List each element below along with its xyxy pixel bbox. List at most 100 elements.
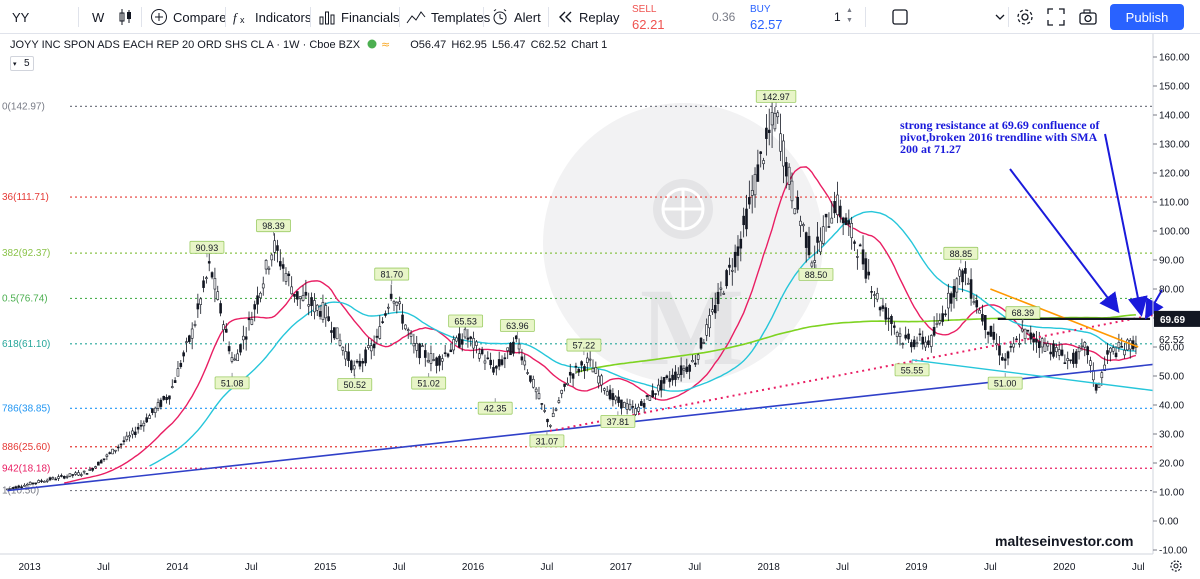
candle-body xyxy=(452,339,455,351)
price-tick-label: 30.00 xyxy=(1159,430,1184,441)
candle-body xyxy=(105,454,109,457)
axis-settings-icon xyxy=(1170,560,1182,572)
financials-button[interactable]: Financials xyxy=(318,0,400,34)
candle-body xyxy=(1020,328,1024,332)
candle-body xyxy=(1072,352,1075,364)
candle-body xyxy=(25,483,29,486)
symbol-description[interactable]: JOYY INC SPON ADS EACH REP 20 ORD SHS CL… xyxy=(10,39,361,51)
quantity-stepper[interactable]: ▲ ▼ xyxy=(846,7,853,24)
candle-body xyxy=(1049,351,1052,355)
candle-body xyxy=(242,335,245,341)
legend-status-icons: ≈ xyxy=(367,38,397,53)
snapshot-button[interactable] xyxy=(1078,0,1098,34)
candle-body xyxy=(1009,346,1013,348)
candle-body xyxy=(1114,352,1118,358)
candle-body xyxy=(793,208,797,215)
candle-body xyxy=(543,410,546,412)
buy-button[interactable]: BUY 62.57 xyxy=(746,2,816,32)
candle-body xyxy=(659,380,663,391)
candle-body xyxy=(1097,384,1101,388)
indicator-collapse-toggle[interactable]: ▾ 5 xyxy=(10,56,34,71)
annotation-arrow xyxy=(1009,168,1120,314)
candle-body xyxy=(787,166,791,185)
candle-body xyxy=(861,249,865,265)
candle-body xyxy=(728,264,731,268)
candle-body xyxy=(60,475,63,477)
candle-body xyxy=(321,302,325,320)
candle-body xyxy=(372,343,376,349)
layout-button[interactable] xyxy=(891,0,909,34)
candle-body xyxy=(1111,347,1115,352)
quantity-input[interactable]: 1 xyxy=(834,10,841,24)
candle-body xyxy=(352,365,356,370)
price-label-text: 90.93 xyxy=(196,243,219,253)
candle-body xyxy=(119,443,123,446)
candle-body xyxy=(796,196,799,210)
price-tick-label: 20.00 xyxy=(1159,459,1184,470)
rewind-icon xyxy=(559,11,572,23)
candle-body xyxy=(381,321,384,323)
price-label-text: 88.85 xyxy=(950,249,973,259)
candle-body xyxy=(705,324,708,336)
candle-body xyxy=(236,353,239,362)
replay-button[interactable]: Replay xyxy=(556,0,619,34)
candle-style-icon xyxy=(119,9,131,25)
candle-body xyxy=(415,343,419,351)
price-label-box xyxy=(499,319,535,332)
candle-body xyxy=(369,345,373,352)
candle-body xyxy=(534,388,538,393)
alert-button[interactable]: Alert xyxy=(491,0,541,34)
candle-body xyxy=(404,324,407,330)
time-tick-label: Jul xyxy=(245,562,258,573)
candle-body xyxy=(443,352,447,355)
buy-label: BUY xyxy=(750,4,771,15)
candle-body xyxy=(529,375,532,382)
symbol-search[interactable]: YY xyxy=(12,0,29,34)
candle-body xyxy=(711,309,714,313)
candle-body xyxy=(631,406,635,408)
interval-button[interactable]: W xyxy=(92,0,104,34)
candle-body xyxy=(867,271,871,276)
candle-body xyxy=(20,486,23,489)
candle-body xyxy=(276,245,279,251)
price-chart[interactable]: M 1(10.50) 942(18.18) 886(25.60) 786(38.85)… xyxy=(0,34,1200,579)
candle-body xyxy=(557,400,561,403)
candle-body xyxy=(475,341,478,346)
candle-body xyxy=(14,486,18,489)
candle-body xyxy=(145,417,148,423)
candle-body xyxy=(668,378,672,382)
candle-body xyxy=(270,254,274,261)
candle-body xyxy=(998,345,1001,356)
candle-body xyxy=(995,343,998,346)
candle-body xyxy=(250,319,254,325)
candle-body xyxy=(947,292,950,309)
candle-body xyxy=(264,260,268,270)
templates-button[interactable]: Templates xyxy=(406,0,490,34)
candle-body xyxy=(671,374,674,381)
chart-style-button[interactable] xyxy=(118,0,134,34)
candle-body xyxy=(824,213,828,218)
price-tick-label: 10.00 xyxy=(1159,488,1184,499)
candle-body xyxy=(679,365,683,375)
fullscreen-button[interactable] xyxy=(1046,0,1066,34)
sell-button[interactable]: SELL 62.21 xyxy=(628,2,698,32)
candle-body xyxy=(85,473,89,475)
candle-body xyxy=(446,353,450,357)
candle-body xyxy=(224,328,228,333)
layout-dropdown[interactable] xyxy=(994,0,1006,34)
publish-button[interactable]: Publish xyxy=(1110,4,1184,30)
compare-button[interactable]: Compare xyxy=(150,0,226,34)
candle-body xyxy=(384,313,387,316)
candle-body xyxy=(910,342,913,348)
candle-body xyxy=(949,293,953,304)
candle-body xyxy=(594,367,598,374)
candle-body xyxy=(480,349,484,355)
candle-body xyxy=(233,358,237,361)
price-label-box xyxy=(529,434,565,448)
candle-body xyxy=(514,335,518,340)
candle-body xyxy=(54,478,58,481)
candle-body xyxy=(657,384,660,392)
candle-body xyxy=(779,133,782,152)
settings-button[interactable] xyxy=(1015,0,1035,34)
